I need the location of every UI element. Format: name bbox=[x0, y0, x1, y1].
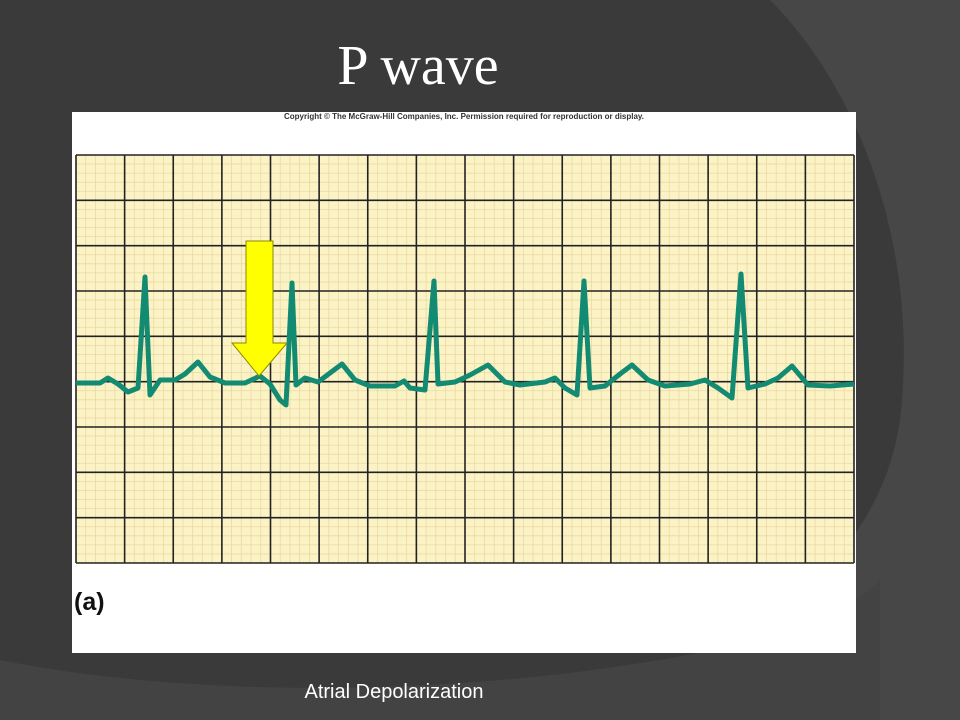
background-swoosh bbox=[0, 580, 880, 720]
ecg-trace bbox=[76, 271, 855, 408]
copyright: Copyright © The McGraw-Hill Companies, I… bbox=[284, 112, 644, 121]
panel-label: (a) bbox=[74, 588, 105, 616]
slide-title: P wave bbox=[337, 35, 498, 97]
caption: Atrial Depolarization bbox=[305, 681, 484, 703]
arrow bbox=[230, 240, 289, 377]
ecg-grid bbox=[75, 154, 855, 564]
background-swoosh bbox=[600, 0, 960, 720]
